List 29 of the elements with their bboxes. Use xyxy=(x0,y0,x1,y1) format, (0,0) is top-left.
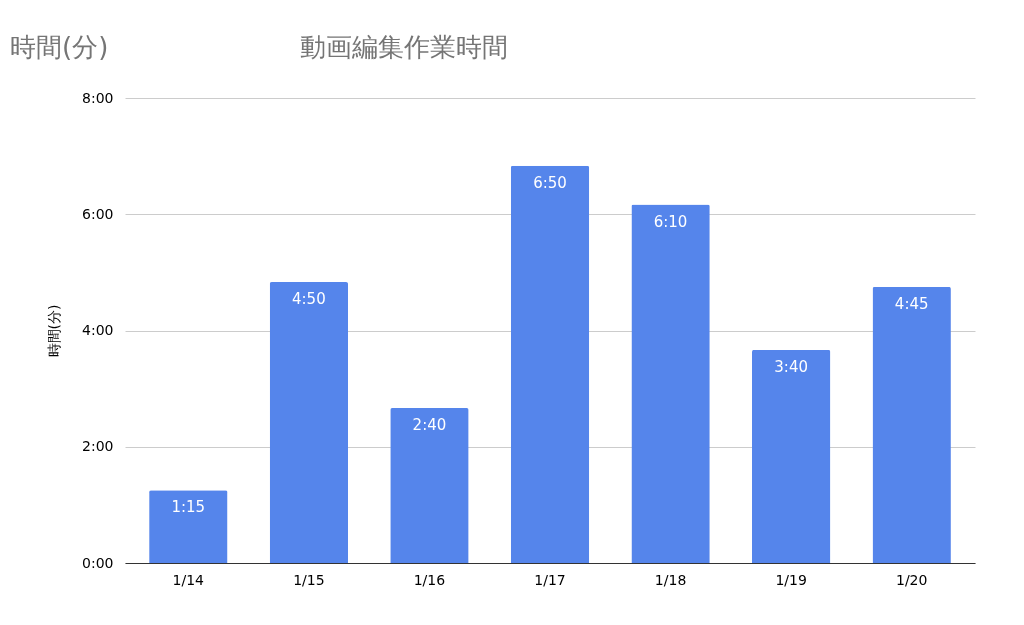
data-label: 4:45 xyxy=(894,294,929,313)
bar xyxy=(390,408,469,563)
text: 時間(分) xyxy=(10,32,109,62)
x-tick-label: 1/20 xyxy=(895,571,928,588)
x-tick-label: 1/17 xyxy=(534,571,566,588)
x-tick-label: 1/19 xyxy=(775,571,807,588)
y-tick-label: 2:00 xyxy=(82,438,114,455)
data-label: 3:40 xyxy=(774,357,808,376)
y-tick-label: 4:00 xyxy=(82,322,114,338)
x-tick-label: 1/14 xyxy=(172,571,205,588)
x-tick-label: 1/15 xyxy=(293,571,325,588)
bar xyxy=(872,286,951,563)
y-axis-title: 時間(分) xyxy=(46,304,63,358)
y-tick-label: 8:00 xyxy=(82,89,114,106)
data-label: 2:40 xyxy=(412,416,447,434)
bar xyxy=(751,349,831,563)
data-label: 4:50 xyxy=(292,290,326,309)
bar xyxy=(149,490,228,563)
y-tick-label: 6:00 xyxy=(82,205,114,222)
data-label: 1:15 xyxy=(171,498,206,517)
x-tick-label: 1/18 xyxy=(654,571,687,588)
bar xyxy=(269,282,349,563)
chart-title: 動画編集作業時間 xyxy=(300,32,508,62)
bar xyxy=(631,204,710,563)
bar xyxy=(510,165,590,563)
y-tick-label: 0:00 xyxy=(82,554,114,571)
data-label: 6:50 xyxy=(533,173,567,192)
data-label: 6:10 xyxy=(653,212,688,231)
x-tick-label: 1/16 xyxy=(413,571,446,588)
